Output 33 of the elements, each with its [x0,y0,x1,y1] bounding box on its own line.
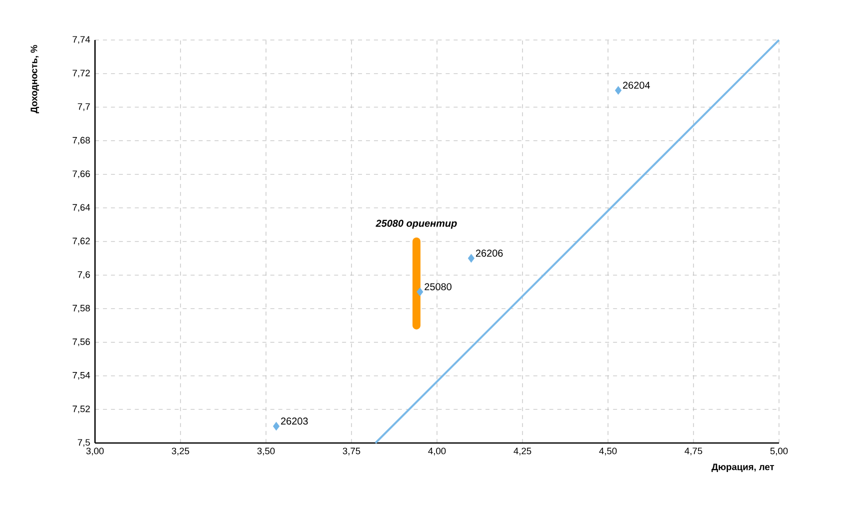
y-tick-label: 7,52 [72,406,90,414]
point [416,288,424,296]
y-tick-label: 7,7 [78,103,90,111]
annotation: 25080 ориентир [376,220,457,229]
annotation: 26206 [476,250,503,257]
x-tick-label: 3,50 [257,448,275,456]
x-tick-label: 3,00 [86,448,104,456]
y-axis-title: Доходность, % [30,44,40,114]
x-tick-label: 4,75 [684,448,702,456]
y-tick-label: 7,74 [72,36,90,44]
x-tick-label: 4,25 [514,448,532,456]
y-tick-label: 7,6 [78,271,90,279]
y-tick-label: 7,56 [72,338,90,346]
y-tick-label: 7,54 [72,372,90,380]
annotation: 26203 [281,418,308,425]
y-tick-label: 7,66 [72,170,90,178]
y-tick-label: 7,5 [78,439,90,447]
annotation: 25080 [424,283,452,290]
y-tick-label: 7,72 [72,70,90,78]
x-tick-label: 4,00 [428,448,446,456]
point [273,422,280,430]
x-tick-label: 4,50 [599,448,617,456]
x-tick-label: 5,00 [770,448,788,456]
y-tick-label: 7,64 [72,204,90,212]
y-tick-label: 7,68 [72,136,90,145]
y-tick-label: 7,58 [72,304,90,313]
x-tick-label: 3,75 [342,448,360,456]
x-axis-title: Дюрация, лет [712,464,774,472]
annotation: 26204 [623,82,650,89]
point [468,254,474,263]
point [615,86,622,95]
y-tick-label: 7,62 [72,238,90,246]
x-tick-label: 3,25 [172,448,190,456]
